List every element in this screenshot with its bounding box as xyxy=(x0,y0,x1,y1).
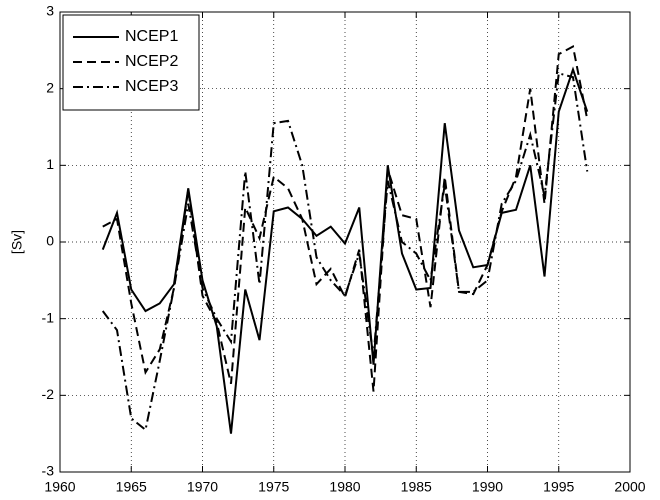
y-tick-label: -1 xyxy=(42,309,55,325)
y-tick-label: 0 xyxy=(46,233,54,249)
x-tick-label: 2000 xyxy=(614,479,645,495)
y-tick-label: 3 xyxy=(46,3,54,19)
series-line xyxy=(102,44,589,392)
legend-label: NCEP1 xyxy=(125,28,178,45)
legend-box xyxy=(62,14,200,111)
x-tick-label: 1980 xyxy=(329,479,360,495)
y-tick-label: 1 xyxy=(46,156,54,172)
y-axis-label: [Sv] xyxy=(9,230,25,254)
y-tick-label: -2 xyxy=(42,386,55,402)
y-tick-label: 2 xyxy=(46,79,54,95)
x-tick-label: 1970 xyxy=(187,479,218,495)
legend-label: NCEP3 xyxy=(125,78,178,95)
x-tick-label: 1960 xyxy=(44,479,75,495)
plot-frame xyxy=(59,11,631,473)
y-tick-label: -3 xyxy=(42,463,55,479)
x-tick-label: 1975 xyxy=(258,479,289,495)
x-tick-label: 1995 xyxy=(543,479,574,495)
x-tick-label: 1990 xyxy=(472,479,503,495)
x-tick-label: 1965 xyxy=(116,479,147,495)
x-tick-label: 1985 xyxy=(401,479,432,495)
legend-label: NCEP2 xyxy=(125,53,178,70)
